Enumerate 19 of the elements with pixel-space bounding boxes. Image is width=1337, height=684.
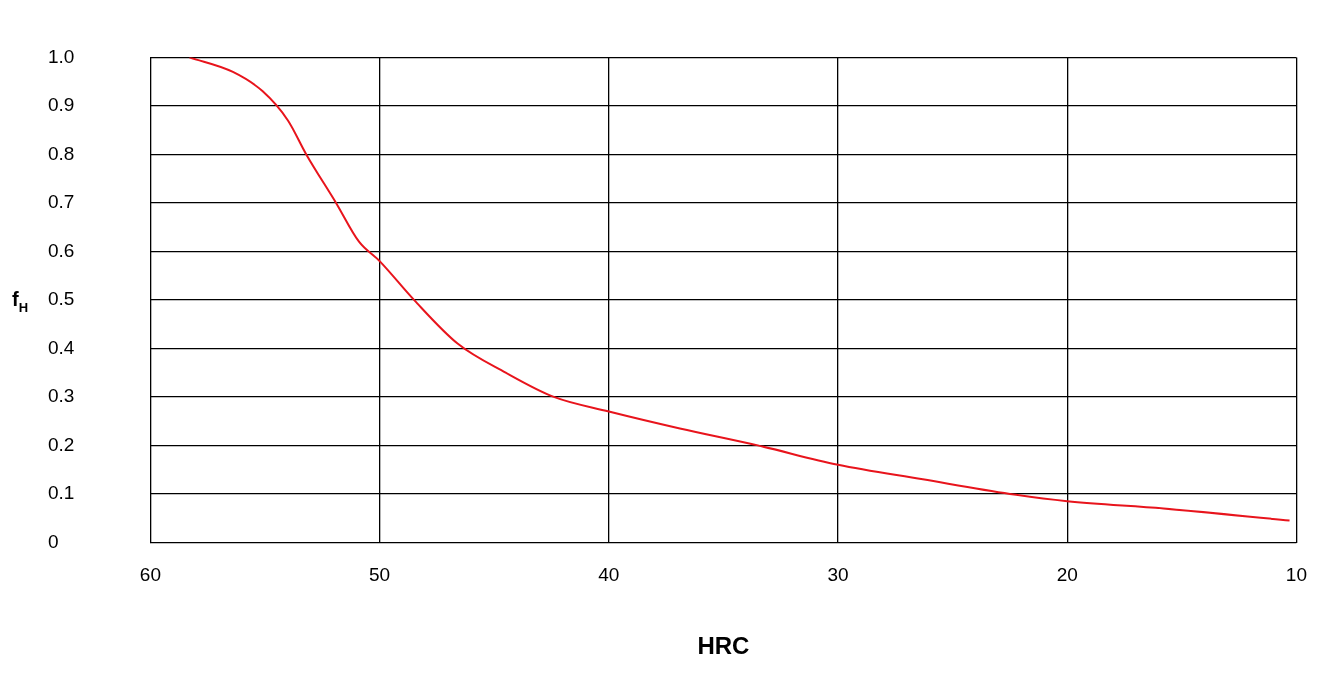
- x-tick-label: 60: [139, 564, 161, 586]
- x-tick-label: 40: [598, 564, 620, 586]
- y-tick-label: 0.2: [48, 433, 75, 455]
- y-tick-label: 0.8: [48, 142, 75, 164]
- y-tick-label: 0.1: [48, 482, 75, 504]
- y-tick-label: 0.3: [48, 385, 75, 407]
- y-tick-label: 0.7: [48, 191, 75, 213]
- x-tick-label: 10: [1285, 564, 1307, 586]
- x-tick-label: 30: [827, 564, 849, 586]
- y-tick-label: 0: [48, 530, 59, 552]
- line-series: [188, 57, 1291, 522]
- x-tick-label: 50: [369, 564, 391, 586]
- y-tick-label: 0.6: [48, 239, 75, 261]
- y-tick-label: 1.0: [48, 45, 75, 67]
- y-tick-label: 0.9: [48, 94, 75, 116]
- x-tick-label: 20: [1056, 564, 1078, 586]
- x-axis-title: HRC: [697, 632, 750, 660]
- y-tick-label: 0.5: [48, 288, 75, 310]
- y-tick-label: 0.4: [48, 336, 75, 358]
